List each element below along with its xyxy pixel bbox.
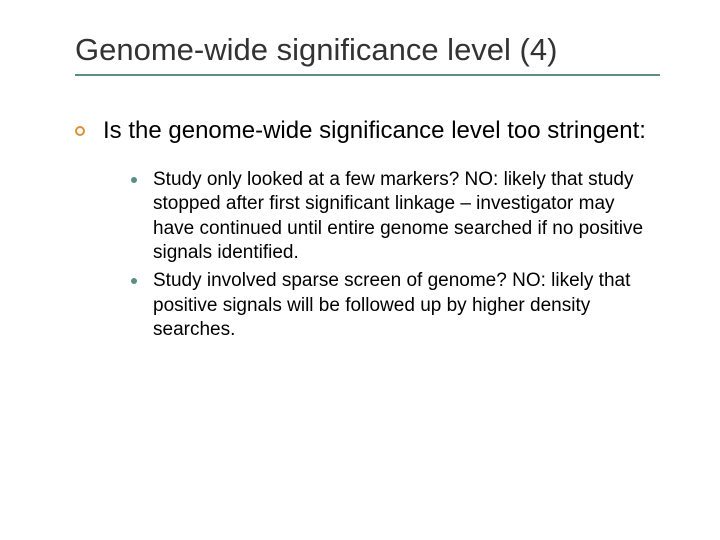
slide-container: Genome-wide significance level (4) Is th… — [0, 0, 720, 540]
filled-circle-icon — [131, 177, 137, 183]
filled-circle-icon — [131, 278, 137, 284]
slide-title: Genome-wide significance level (4) — [75, 32, 660, 76]
bullet-level1: Is the genome-wide significance level to… — [75, 116, 660, 146]
bullet-level2-text: Study involved sparse screen of genome? … — [153, 269, 660, 342]
bullet-level2-item: Study only looked at a few markers? NO: … — [131, 168, 660, 265]
bullet-level2-text: Study only looked at a few markers? NO: … — [153, 168, 660, 265]
open-circle-icon — [75, 126, 85, 136]
bullet-level2-list: Study only looked at a few markers? NO: … — [75, 168, 660, 342]
bullet-level2-item: Study involved sparse screen of genome? … — [131, 269, 660, 342]
bullet-level1-text: Is the genome-wide significance level to… — [103, 116, 660, 146]
